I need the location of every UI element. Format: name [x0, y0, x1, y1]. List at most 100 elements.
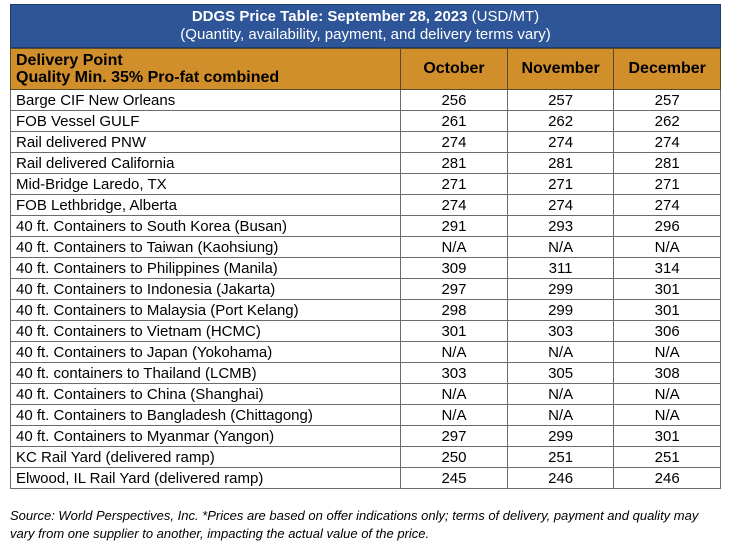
header-row: Delivery Point Quality Min. 35% Pro-fat … [9, 48, 721, 90]
delivery-point-cell: 40 ft. Containers to Vietnam (HCMC) [9, 320, 402, 342]
table-row: 40 ft. Containers to Indonesia (Jakarta)… [9, 278, 721, 300]
table-row: Rail delivered PNW 274 274 274 [9, 131, 721, 153]
price-cell-november: N/A [506, 341, 615, 363]
header-delivery-point-label: Delivery Point [16, 52, 123, 69]
price-cell-october: 297 [400, 425, 508, 447]
table-row: Elwood, IL Rail Yard (delivered ramp) 245… [9, 467, 721, 489]
price-cell-october: 281 [400, 152, 508, 174]
table-row: 40 ft. Containers to Japan (Yokohama) N/A… [9, 341, 721, 363]
delivery-point-cell: FOB Vessel GULF [9, 110, 402, 132]
price-cell-november: 281 [506, 152, 615, 174]
delivery-point-cell: 40 ft. containers to Thailand (LCMB) [9, 362, 402, 384]
delivery-point-cell: Rail delivered California [9, 152, 402, 174]
price-cell-november: 271 [506, 173, 615, 195]
price-cell-december: 274 [613, 194, 721, 216]
price-cell-december: 246 [613, 467, 721, 489]
price-cell-december: N/A [613, 404, 721, 426]
price-cell-november: 274 [506, 131, 615, 153]
delivery-point-cell: 40 ft. Containers to South Korea (Busan) [9, 215, 402, 237]
price-cell-november: N/A [506, 383, 615, 405]
table-row: 40 ft. Containers to Philippines (Manila… [9, 257, 721, 279]
price-table: Delivery Point Quality Min. 35% Pro-fat … [9, 48, 721, 489]
price-cell-december: 257 [613, 89, 721, 111]
table-title-bar: DDGS Price Table: September 28, 2023 (US… [10, 4, 721, 48]
price-cell-december: 301 [613, 299, 721, 321]
title-bold: DDGS Price Table: September 28, 2023 [191, 8, 468, 25]
delivery-point-cell: Barge CIF New Orleans [9, 89, 402, 111]
source-footnote: Source: World Perspectives, Inc. *Prices… [10, 508, 699, 541]
price-table-container: DDGS Price Table: September 28, 2023 (US… [9, 4, 721, 489]
delivery-point-cell: KC Rail Yard (delivered ramp) [9, 446, 402, 468]
price-cell-november: 299 [506, 278, 615, 300]
delivery-point-cell: 40 ft. Containers to Malaysia (Port Kela… [9, 299, 402, 321]
table-row: 40 ft. Containers to South Korea (Busan)… [9, 215, 721, 237]
price-cell-november: 305 [506, 362, 615, 384]
table-row: 40 ft. Containers to Myanmar (Yangon) 297… [9, 425, 721, 447]
price-cell-december: 301 [613, 278, 721, 300]
table-row: Mid-Bridge Laredo, TX 271 271 271 [9, 173, 721, 195]
price-cell-november: 299 [506, 425, 615, 447]
delivery-point-cell: FOB Lethbridge, Alberta [9, 194, 402, 216]
price-cell-november: 257 [506, 89, 615, 111]
price-cell-november: 311 [506, 257, 615, 279]
delivery-point-cell: 40 ft. Containers to China (Shanghai) [9, 383, 402, 405]
price-cell-october: 298 [400, 299, 508, 321]
price-cell-october: 301 [400, 320, 508, 342]
delivery-point-cell: 40 ft. Containers to Myanmar (Yangon) [9, 425, 402, 447]
price-cell-november: N/A [506, 404, 615, 426]
table-row: Rail delivered California 281 281 281 [9, 152, 721, 174]
table-title: DDGS Price Table: September 28, 2023 (US… [11, 8, 720, 26]
price-cell-december: 271 [613, 173, 721, 195]
price-cell-november: 251 [506, 446, 615, 468]
price-cell-december: 306 [613, 320, 721, 342]
price-cell-december: N/A [613, 383, 721, 405]
price-cell-december: N/A [613, 341, 721, 363]
price-cell-october: 261 [400, 110, 508, 132]
delivery-point-cell: Elwood, IL Rail Yard (delivered ramp) [9, 467, 402, 489]
title-unit: (USD/MT) [471, 8, 540, 25]
header-october: October [400, 48, 508, 90]
price-cell-december: N/A [613, 236, 721, 258]
table-row: KC Rail Yard (delivered ramp) 250 251 251 [9, 446, 721, 468]
price-cell-december: 314 [613, 257, 721, 279]
price-cell-october: 250 [400, 446, 508, 468]
table-body: Barge CIF New Orleans 256 257 257 FOB Vessel… [9, 89, 721, 489]
price-cell-december: 308 [613, 362, 721, 384]
table-row: 40 ft. Containers to Malaysia (Port Kela… [9, 299, 721, 321]
price-cell-october: 291 [400, 215, 508, 237]
price-cell-october: 297 [400, 278, 508, 300]
price-cell-october: N/A [400, 236, 508, 258]
price-cell-november: 274 [506, 194, 615, 216]
price-cell-december: 301 [613, 425, 721, 447]
price-cell-december: 251 [613, 446, 721, 468]
delivery-point-cell: Mid-Bridge Laredo, TX [9, 173, 402, 195]
price-cell-october: 256 [400, 89, 508, 111]
price-cell-october: 309 [400, 257, 508, 279]
header-november: November [506, 48, 615, 90]
price-cell-december: 274 [613, 131, 721, 153]
price-cell-october: N/A [400, 341, 508, 363]
price-cell-november: 246 [506, 467, 615, 489]
header-december: December [613, 48, 721, 90]
delivery-point-cell: 40 ft. Containers to Bangladesh (Chittag… [9, 404, 402, 426]
price-cell-october: N/A [400, 383, 508, 405]
price-cell-november: 262 [506, 110, 615, 132]
delivery-point-cell: 40 ft. Containers to Japan (Yokohama) [9, 341, 402, 363]
table-row: 40 ft. Containers to Taiwan (Kaohsiung) N… [9, 236, 721, 258]
price-cell-october: 303 [400, 362, 508, 384]
price-cell-november: 293 [506, 215, 615, 237]
price-cell-october: 245 [400, 467, 508, 489]
delivery-point-cell: 40 ft. Containers to Philippines (Manila… [9, 257, 402, 279]
table-row: FOB Vessel GULF 261 262 262 [9, 110, 721, 132]
table-row: 40 ft. Containers to China (Shanghai) N/A… [9, 383, 721, 405]
table-row: FOB Lethbridge, Alberta 274 274 274 [9, 194, 721, 216]
price-cell-december: 281 [613, 152, 721, 174]
table-row: 40 ft. Containers to Bangladesh (Chittag… [9, 404, 721, 426]
header-quality-label: Quality Min. 35% Pro-fat combined [16, 69, 280, 86]
price-cell-october: 274 [400, 194, 508, 216]
table-subtitle: (Quantity, availability, payment, and de… [180, 26, 551, 43]
price-cell-november: 303 [506, 320, 615, 342]
delivery-point-cell: Rail delivered PNW [9, 131, 402, 153]
price-cell-october: 274 [400, 131, 508, 153]
delivery-point-cell: 40 ft. Containers to Taiwan (Kaohsiung) [9, 236, 402, 258]
